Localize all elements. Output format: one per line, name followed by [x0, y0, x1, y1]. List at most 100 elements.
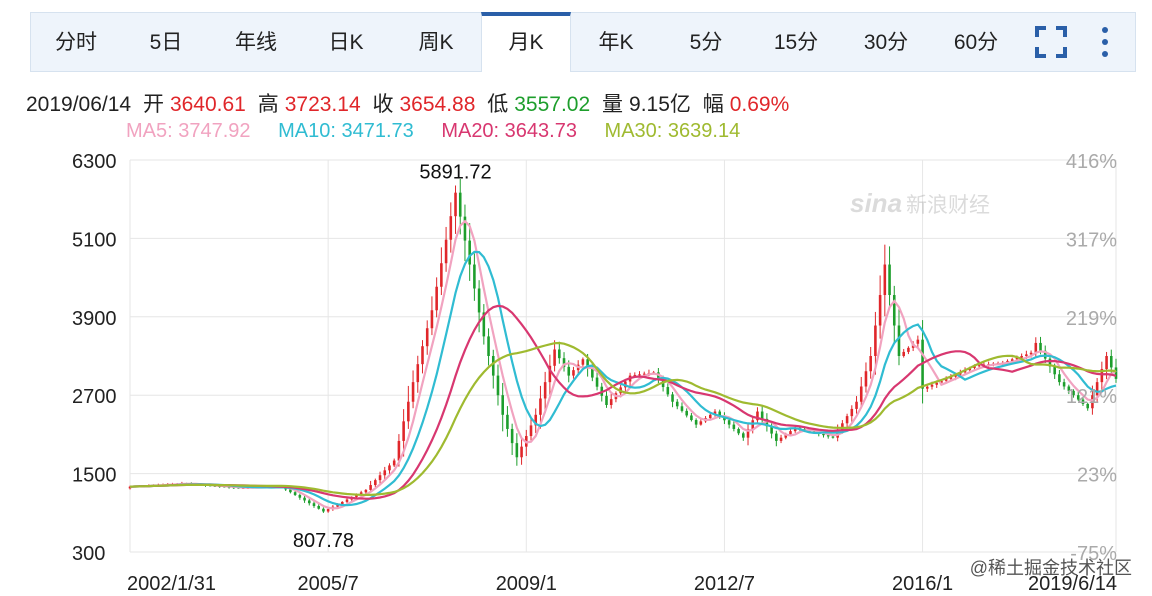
candle — [440, 247, 443, 296]
x-tick-label: 2005/7 — [298, 573, 359, 595]
candle — [303, 495, 306, 503]
candle — [907, 346, 910, 355]
tab-yearly-k[interactable]: 年K — [598, 31, 634, 54]
candle — [491, 349, 495, 389]
candle — [463, 204, 467, 262]
y-tick-label: 3900 — [72, 308, 117, 330]
candle — [869, 347, 872, 379]
candle — [760, 405, 764, 424]
tab-60min[interactable]: 60分 — [953, 31, 999, 54]
right-tick-label: 416% — [1066, 151, 1117, 173]
candle — [307, 498, 311, 506]
candle — [449, 202, 453, 253]
tab-intraday[interactable]: 分时 — [55, 31, 97, 54]
candle — [855, 396, 858, 414]
volume-value: 9.15亿 — [629, 93, 691, 116]
candle — [407, 385, 410, 429]
candle — [699, 418, 703, 426]
candle — [902, 348, 905, 358]
axis-labels: 6300 5100 3900 2700 1500 300 416% 317% 219% 121% 2… — [72, 151, 1117, 595]
candle — [1067, 384, 1071, 395]
tab-year-line[interactable]: 年线 — [235, 31, 277, 54]
credit-text: @稀土掘金技术社区 — [970, 558, 1132, 578]
candle — [510, 423, 514, 455]
more-vertical-icon[interactable] — [1085, 13, 1125, 71]
y-tick-label: 5100 — [72, 229, 117, 251]
y-tick-label: 6300 — [72, 151, 117, 173]
x-tick-label: 2002/1/31 — [127, 573, 216, 595]
candle — [473, 253, 476, 301]
candle — [694, 418, 698, 428]
right-tick-label: 121% — [1066, 386, 1117, 408]
candle — [779, 434, 783, 444]
extreme-label: 5891.72 — [419, 162, 491, 184]
candle — [383, 466, 387, 480]
candle — [1081, 397, 1085, 406]
candle — [562, 352, 566, 372]
ma5-line — [129, 219, 1117, 510]
candle — [732, 421, 736, 432]
ma-legend: MA5: 3747.92 MA10: 3471.73 MA20: 3643.73… — [126, 120, 762, 143]
tab-daily-k[interactable]: 日K — [328, 31, 364, 54]
low-label: 低 — [487, 93, 509, 116]
candle — [506, 406, 509, 437]
y-tick-label: 2700 — [72, 386, 117, 408]
extreme-label: 807.78 — [293, 530, 354, 552]
candle — [1100, 361, 1104, 391]
candle — [916, 335, 920, 348]
x-tick-label: 2009/1 — [496, 573, 557, 595]
high-value: 3723.14 — [284, 93, 361, 116]
candle — [888, 246, 891, 306]
candle — [581, 357, 585, 368]
candle — [369, 480, 372, 493]
candle — [468, 223, 471, 281]
candle — [864, 362, 868, 393]
candle — [666, 383, 670, 397]
tab-5day[interactable]: 5日 — [149, 31, 183, 54]
candle — [388, 463, 391, 475]
annotations: 5891.72 807.78 — [293, 162, 492, 552]
candle — [520, 437, 523, 465]
watermark-text: 新浪财经 — [906, 194, 990, 217]
candle — [883, 244, 887, 317]
candle — [1062, 378, 1066, 390]
candle — [742, 431, 745, 441]
candle — [850, 405, 854, 423]
change-label: 幅 — [702, 93, 724, 116]
candle — [317, 504, 320, 510]
moving-averages — [129, 219, 1117, 510]
candle — [482, 304, 486, 345]
candle — [708, 413, 712, 420]
tab-15min[interactable]: 15分 — [773, 31, 819, 54]
candle — [378, 471, 382, 484]
candle — [746, 423, 750, 446]
candle — [534, 408, 538, 434]
candle — [859, 376, 863, 407]
candle — [411, 370, 415, 409]
open-value: 3640.61 — [169, 93, 246, 116]
candle — [595, 371, 599, 391]
ma30-line — [129, 341, 1117, 496]
candle — [425, 320, 429, 355]
candle — [501, 382, 504, 432]
volume-label: 量 — [602, 93, 624, 116]
tab-5min[interactable]: 5分 — [689, 31, 723, 54]
y-tick-label: 300 — [72, 543, 105, 565]
fullscreen-icon[interactable] — [1031, 13, 1071, 71]
candle — [430, 296, 434, 336]
change-value: 0.69% — [729, 93, 790, 116]
open-label: 开 — [142, 93, 164, 116]
tab-monthly-k[interactable]: 月K — [481, 12, 571, 72]
tab-weekly-k[interactable]: 周K — [418, 31, 454, 54]
right-tick-label: -75% — [1070, 543, 1117, 565]
ma10-line — [129, 250, 1117, 507]
y-tick-label: 1500 — [72, 465, 117, 487]
candle — [685, 408, 688, 418]
tab-30min[interactable]: 30分 — [863, 31, 909, 54]
candle — [374, 478, 377, 487]
candle — [487, 328, 490, 366]
candle — [312, 501, 316, 508]
quote-date: 2019/06/14 — [26, 93, 132, 116]
right-tick-label: 23% — [1077, 465, 1117, 487]
